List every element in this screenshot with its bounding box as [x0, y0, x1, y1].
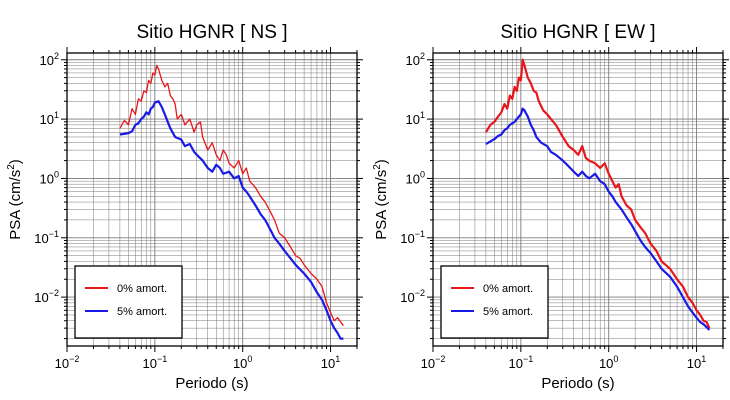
x-tick-exp: −2: [435, 354, 445, 364]
plot-frame: [432, 52, 724, 347]
y-tick-label: 102: [406, 51, 425, 68]
x-tick-base: 10: [687, 356, 701, 371]
x-axis-label: Periodo (s): [175, 375, 248, 392]
x-tick-exp: 1: [335, 354, 340, 364]
legend-label: 5% amort.: [117, 306, 167, 318]
x-tick-label: 10−2: [55, 354, 80, 371]
y-axis-label: PSA (cm/s2): [6, 159, 24, 240]
y-tick-exp: 1: [54, 110, 59, 120]
y-tick-label: 102: [40, 51, 59, 68]
legend-label: 0% amort.: [117, 283, 167, 295]
x-tick-exp: −1: [157, 354, 167, 364]
y-tick-base: 10: [406, 112, 420, 127]
x-tick-base: 10: [233, 356, 247, 371]
x-tick-label: 10−1: [142, 354, 167, 371]
x-tick-base: 10: [55, 356, 69, 371]
legend: 0% amort. 5% amort.: [440, 265, 549, 339]
y-tick-base: 10: [40, 53, 54, 68]
x-tick-exp: 0: [247, 354, 252, 364]
y-tick-label: 10−1: [400, 229, 425, 246]
legend-box: [440, 265, 549, 339]
x-tick-label: 100: [233, 354, 252, 371]
y-tick-label: 100: [40, 169, 59, 186]
y-tick-label: 10−2: [400, 288, 425, 305]
series-line-5pct: [485, 107, 711, 331]
y-tick-label: 10−1: [34, 229, 59, 246]
x-tick-label: 101: [687, 354, 706, 371]
y-axis-label-exp: 2: [372, 164, 383, 170]
y-tick-exp: 0: [54, 169, 59, 179]
y-tick-base: 10: [34, 290, 48, 305]
y-tick-exp: 2: [420, 51, 425, 61]
grid: [432, 53, 724, 346]
x-tick-label: 101: [321, 354, 340, 371]
y-tick-exp: 2: [54, 51, 59, 61]
y-axis-label-tail: ): [7, 159, 24, 164]
x-tick-label: 100: [599, 354, 618, 371]
legend: 0% amort. 5% amort.: [74, 265, 183, 339]
y-tick-base: 10: [406, 171, 420, 186]
x-tick-label: 10−2: [421, 354, 446, 371]
y-tick-base: 10: [400, 231, 414, 246]
y-axis-label: PSA (cm/s2): [372, 159, 390, 240]
x-tick-base: 10: [142, 356, 156, 371]
x-tick-base: 10: [508, 356, 522, 371]
y-tick-base: 10: [34, 231, 48, 246]
y-tick-base: 10: [400, 290, 414, 305]
series-line-0pct: [119, 64, 344, 327]
chart-title: Sitio HGNR [ NS ]: [137, 22, 288, 43]
y-axis-label-tail: ): [373, 159, 390, 164]
y-tick-exp: −2: [415, 288, 425, 298]
x-tick-base: 10: [321, 356, 335, 371]
legend-label: 5% amort.: [483, 306, 533, 318]
x-tick-exp: 0: [613, 354, 618, 364]
y-tick-exp: −1: [415, 229, 425, 239]
y-tick-base: 10: [40, 112, 54, 127]
y-tick-exp: 1: [420, 110, 425, 120]
series-line-0pct: [484, 58, 711, 329]
x-tick-exp: 1: [701, 354, 706, 364]
y-axis-label-base: PSA (cm/s: [373, 170, 390, 240]
y-axis-label-base: PSA (cm/s: [7, 170, 24, 240]
x-tick-exp: −1: [523, 354, 533, 364]
y-tick-label: 10−2: [34, 288, 59, 305]
x-tick-exp: −2: [69, 354, 79, 364]
x-tick-label: 10−1: [508, 354, 533, 371]
y-tick-base: 10: [406, 53, 420, 68]
y-tick-exp: −2: [49, 288, 59, 298]
y-axis-label-exp: 2: [6, 164, 17, 170]
y-tick-label: 101: [40, 110, 59, 127]
series-line-5pct: [119, 100, 344, 340]
y-tick-base: 10: [40, 171, 54, 186]
y-tick-label: 101: [406, 110, 425, 127]
legend-label: 0% amort.: [483, 283, 533, 295]
y-tick-label: 100: [406, 169, 425, 186]
x-axis-label: Periodo (s): [541, 375, 614, 392]
x-tick-base: 10: [421, 356, 435, 371]
x-tick-base: 10: [599, 356, 613, 371]
plot-frame: [66, 52, 358, 347]
y-tick-exp: −1: [49, 229, 59, 239]
y-tick-exp: 0: [420, 169, 425, 179]
legend-box: [74, 265, 183, 339]
chart-title: Sitio HGNR [ EW ]: [500, 22, 655, 43]
